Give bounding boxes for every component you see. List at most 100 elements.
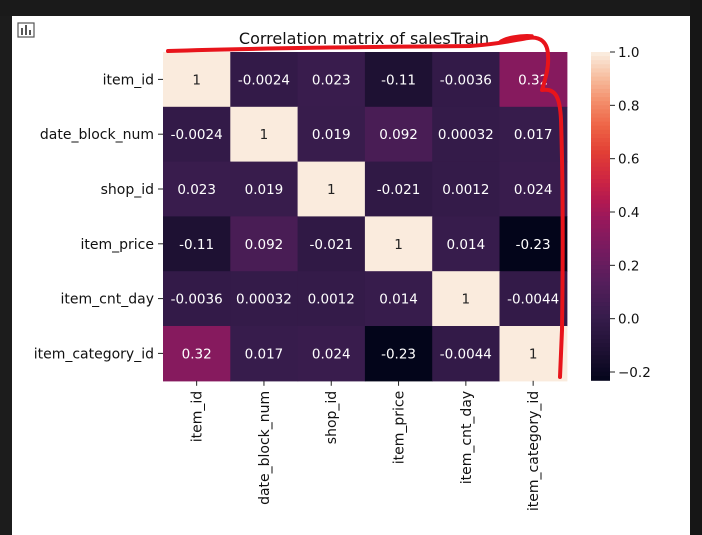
colorbar-slice bbox=[591, 339, 610, 344]
row-label: item_category_id bbox=[34, 346, 154, 362]
heatmap-cell bbox=[230, 326, 299, 382]
colorbar-slice bbox=[591, 273, 610, 279]
colorbar-slice bbox=[591, 281, 610, 287]
cell-label: -0.11 bbox=[179, 237, 214, 253]
column-labels: item_id date_block_num shop_id item_price it… bbox=[190, 380, 542, 511]
row-label: shop_id bbox=[101, 182, 154, 198]
colorbar-slice bbox=[591, 211, 610, 217]
colorbar-slice bbox=[591, 285, 610, 291]
colorbar-slice bbox=[591, 330, 610, 336]
cell-label: -0.0024 bbox=[171, 127, 223, 143]
colorbar-tick-label: 0.2 bbox=[618, 258, 639, 274]
cell-label: 0.32 bbox=[518, 72, 548, 88]
cell-label: -0.0036 bbox=[440, 72, 492, 88]
heatmap-cell bbox=[364, 216, 433, 272]
cell-label: -0.021 bbox=[377, 182, 421, 198]
cell-label: 0.092 bbox=[379, 127, 418, 143]
colorbar-slice bbox=[591, 334, 610, 340]
cell-label: 1 bbox=[260, 127, 269, 143]
cell-label: 0.024 bbox=[312, 346, 351, 362]
heatmap-cell bbox=[163, 271, 231, 327]
colorbar-slice bbox=[591, 322, 610, 328]
colorbar-tick-label: 0.6 bbox=[618, 152, 639, 168]
colorbar-slice bbox=[591, 244, 610, 250]
row-labels: item_id date_block_num shop_id item_priceit… bbox=[34, 72, 163, 362]
cell-label: 1 bbox=[529, 346, 538, 362]
heatmap-cell bbox=[499, 106, 568, 163]
colorbar-slice bbox=[591, 302, 610, 307]
cell-label: 0.017 bbox=[514, 127, 553, 143]
cell-label: 0.019 bbox=[245, 182, 284, 198]
colorbar-slice bbox=[591, 371, 610, 377]
cell-label: -0.0024 bbox=[238, 72, 290, 88]
colorbar-slice bbox=[591, 326, 610, 332]
colorbar-slice bbox=[591, 97, 610, 102]
heatmap-cell bbox=[230, 106, 299, 163]
cell-label: 0.092 bbox=[245, 237, 284, 253]
cell-label: 0.00032 bbox=[438, 127, 494, 143]
heatmap-cell bbox=[499, 161, 568, 217]
heatmap-cells: 1 -0.0024 0.023 -0.11 -0.0036 0.32 -0.0024 1 0.0… bbox=[163, 52, 568, 382]
colorbar-tick-label: 0.4 bbox=[618, 205, 639, 221]
cell-label: -0.0036 bbox=[171, 292, 223, 308]
cell-label: 0.019 bbox=[312, 127, 351, 143]
colorbar-slice bbox=[591, 224, 610, 230]
colorbar-slice bbox=[591, 179, 610, 184]
cell-label: 1 bbox=[394, 237, 403, 253]
colorbar-slice bbox=[591, 375, 610, 381]
colorbar-slice bbox=[591, 93, 610, 98]
cell-label: 1 bbox=[327, 182, 336, 198]
bar-chart-icon bbox=[17, 22, 35, 38]
cell-label: 0.023 bbox=[312, 72, 351, 88]
colorbar-slice bbox=[591, 134, 610, 139]
colorbar-slice bbox=[591, 265, 610, 271]
cell-label: -0.021 bbox=[309, 237, 353, 253]
heatmap-cell bbox=[499, 271, 568, 327]
colorbar-tick-label: 0.0 bbox=[618, 312, 639, 328]
colorbar-slice bbox=[591, 252, 610, 258]
colorbar-slice bbox=[591, 187, 610, 193]
heatmap-cell bbox=[364, 271, 433, 327]
colorbar-slice bbox=[591, 261, 610, 266]
cell-label: 0.0012 bbox=[442, 182, 489, 198]
colorbar-slice bbox=[591, 76, 610, 82]
red-bracket-stroke bbox=[166, 35, 565, 379]
colorbar-slice bbox=[591, 203, 610, 209]
colorbar-slice bbox=[591, 60, 610, 66]
colorbar-slice bbox=[591, 298, 610, 303]
cell-label: -0.0044 bbox=[440, 346, 492, 362]
heatmap-cell bbox=[297, 216, 366, 272]
colorbar-slice bbox=[591, 207, 610, 213]
colorbar-slice bbox=[591, 170, 610, 176]
colorbar-slice bbox=[591, 129, 610, 135]
colorbar-slice bbox=[591, 306, 610, 312]
cell-label: 0.024 bbox=[514, 182, 553, 198]
column-label: item_price bbox=[392, 391, 408, 464]
window-top-strip bbox=[0, 0, 702, 16]
cell-label: -0.23 bbox=[516, 237, 551, 253]
colorbar-slice bbox=[591, 351, 610, 357]
red-bracket-overstroke bbox=[498, 34, 534, 44]
colorbar-slice bbox=[591, 359, 610, 365]
heatmap-cell bbox=[432, 271, 501, 327]
colorbar-slice bbox=[591, 220, 610, 225]
row-label: item_id bbox=[103, 72, 154, 88]
colorbar-slice bbox=[591, 158, 610, 164]
colorbar-slice bbox=[591, 162, 610, 168]
colorbar-slice bbox=[591, 232, 610, 238]
colorbar-slice bbox=[591, 355, 610, 361]
heatmap-cell bbox=[230, 216, 299, 272]
colorbar-slice bbox=[591, 146, 610, 152]
colorbar-slice bbox=[591, 56, 610, 61]
colorbar-slice bbox=[591, 64, 610, 70]
colorbar-tick-label: −0.2 bbox=[618, 365, 651, 381]
heatmap-cell bbox=[499, 216, 568, 272]
colorbar-slice bbox=[591, 166, 610, 172]
colorbar-slice bbox=[591, 125, 610, 131]
cell-label: 0.32 bbox=[182, 346, 212, 362]
colorbar-slice bbox=[591, 240, 610, 246]
colorbar-slice bbox=[591, 228, 610, 234]
column-label: item_id bbox=[190, 391, 206, 442]
colorbar-slice bbox=[591, 68, 610, 74]
